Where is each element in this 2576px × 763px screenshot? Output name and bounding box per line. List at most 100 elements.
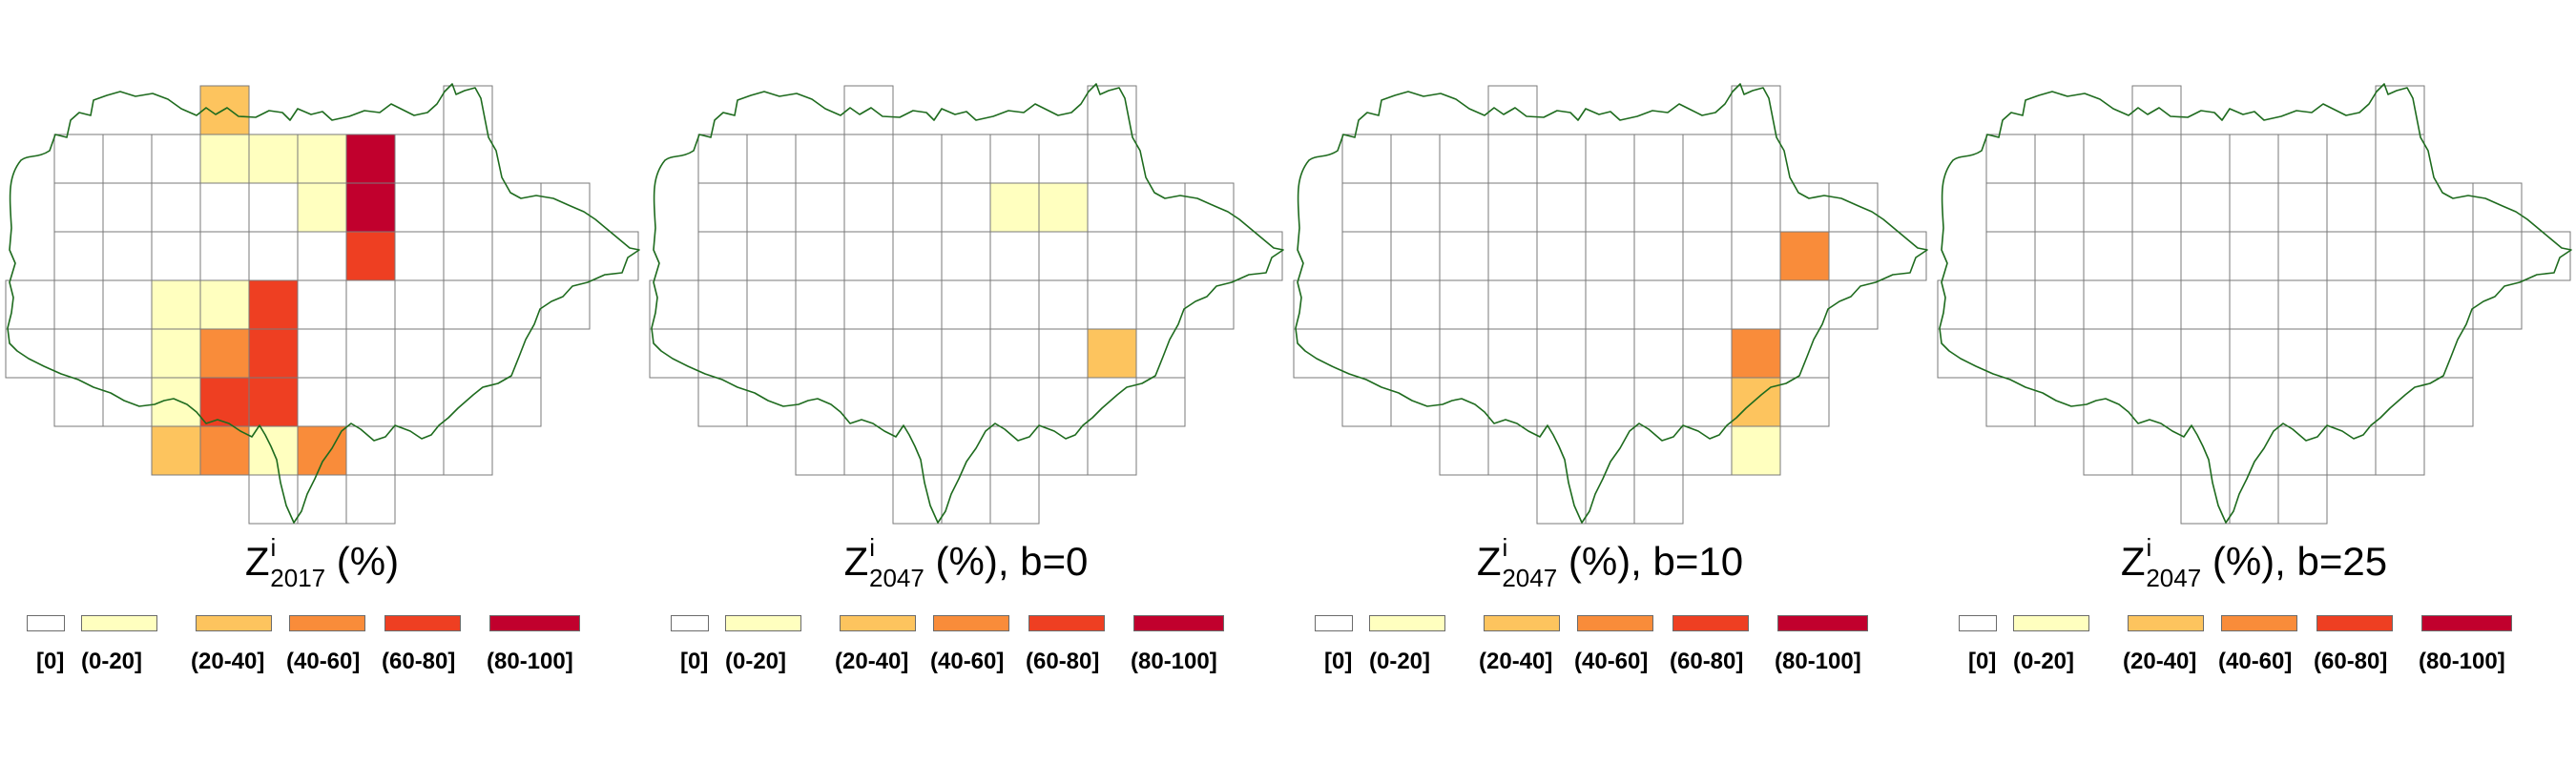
grid-cell <box>1779 231 1830 281</box>
legend-swatch <box>2013 615 2089 631</box>
legend: [0] (0-20] (20-40] (40-60] (60-80] (80-100] <box>0 615 644 682</box>
legend: [0] (0-20] (20-40] (40-60] (60-80] (80-100] <box>1288 615 1932 682</box>
grid-cell <box>2375 231 2425 281</box>
grid-cell <box>2034 231 2085 281</box>
grid-cell <box>1184 231 1235 281</box>
grid-cell <box>1536 474 1587 525</box>
grid-cell <box>1390 231 1441 281</box>
region-boundary <box>1939 83 2572 524</box>
grid-cell <box>649 279 699 330</box>
grid-map <box>5 83 640 525</box>
grid-cell <box>1585 231 1635 281</box>
grid-cell <box>941 231 991 281</box>
grid-cell <box>2034 328 2085 379</box>
grid-cell <box>1731 182 1781 233</box>
grid-cell <box>795 134 845 184</box>
legend-swatch <box>725 615 801 631</box>
grid-cell <box>1439 425 1489 476</box>
grid-cells <box>649 85 1283 525</box>
region-boundary <box>1295 83 1928 524</box>
grid-cell <box>1087 377 1137 427</box>
grid-cell <box>1293 328 1343 379</box>
legend-label: (80-100] <box>487 649 573 674</box>
grid-cell <box>199 425 250 476</box>
grid-cell <box>1536 182 1587 233</box>
grid-cell <box>2326 377 2377 427</box>
grid-cell <box>1731 279 1781 330</box>
caption-symbol: Z <box>843 539 869 584</box>
grid-cell <box>2472 279 2523 330</box>
grid-cell <box>1779 377 1830 427</box>
grid-cell <box>540 231 591 281</box>
grid-cell <box>1585 279 1635 330</box>
grid-cell <box>697 328 748 379</box>
legend-label: [0] <box>1968 649 1997 674</box>
grid-cell <box>394 328 445 379</box>
grid-cell <box>989 474 1040 525</box>
grid-cell <box>1536 134 1587 184</box>
grid-cell <box>1087 425 1137 476</box>
grid-cell <box>297 425 347 476</box>
grid-cell <box>1390 182 1441 233</box>
grid-cell <box>2277 377 2328 427</box>
grid-cell <box>2083 425 2133 476</box>
grid-cell <box>1390 279 1441 330</box>
grid-cell <box>1087 134 1137 184</box>
grid-cell <box>1633 182 1684 233</box>
caption-rest: (%), b=10 <box>1557 539 1744 584</box>
grid-cell <box>199 134 250 184</box>
grid-cell <box>649 328 699 379</box>
grid-cell <box>443 328 493 379</box>
grid-cell <box>843 425 894 476</box>
grid-cell <box>843 279 894 330</box>
map-panel-2047-b10: Zi2047 (%), b=10 [0] (0-20] (20-40] (40-60]… <box>1288 0 1932 763</box>
grid-cell <box>1439 182 1489 233</box>
legend: [0] (0-20] (20-40] (40-60] (60-80] (80-100] <box>1932 615 2576 682</box>
grid-cell <box>443 377 493 427</box>
grid-cell <box>297 134 347 184</box>
grid-cell <box>2326 134 2377 184</box>
grid-cell <box>297 377 347 427</box>
legend-label: (0-20] <box>725 649 787 674</box>
grid-cell <box>2131 377 2182 427</box>
grid-cell <box>102 279 153 330</box>
legend-label: (60-80] <box>1670 649 1744 674</box>
grid-cell <box>1439 134 1489 184</box>
caption-superscript: i <box>869 533 875 562</box>
legend-label: (0-20] <box>2013 649 2075 674</box>
legend-label: (80-100] <box>1131 649 1217 674</box>
grid-map <box>1293 83 1928 525</box>
grid-cell <box>1087 85 1137 135</box>
grid-cell <box>2131 231 2182 281</box>
grid-cell <box>746 279 797 330</box>
grid-cell <box>199 328 250 379</box>
grid-cell <box>394 279 445 330</box>
grid-cell <box>1828 279 1879 330</box>
grid-cell <box>941 377 991 427</box>
grid-cell <box>345 231 396 281</box>
grid-cell <box>2034 134 2085 184</box>
legend-swatch <box>489 615 580 631</box>
caption-subscript: 2047 <box>2146 564 2202 592</box>
grid-cell <box>102 231 153 281</box>
grid-cell <box>1341 279 1392 330</box>
grid-cell <box>2277 474 2328 525</box>
caption-symbol: Z <box>244 539 270 584</box>
grid-cell <box>1633 279 1684 330</box>
grid-cell <box>795 182 845 233</box>
grid-cell <box>1135 279 1186 330</box>
grid-cell <box>1087 182 1137 233</box>
grid-cell <box>199 231 250 281</box>
legend: [0] (0-20] (20-40] (40-60] (60-80] (80-100] <box>644 615 1288 682</box>
grid-cell <box>53 328 104 379</box>
grid-cell <box>2180 279 2231 330</box>
grid-cell <box>1828 182 1879 233</box>
legend-label: (60-80] <box>2314 649 2388 674</box>
grid-cell <box>5 328 55 379</box>
grid-cell <box>989 377 1040 427</box>
grid-cell <box>843 85 894 135</box>
grid-cell <box>2229 425 2279 476</box>
grid-cell <box>989 328 1040 379</box>
grid-cell <box>2083 134 2133 184</box>
